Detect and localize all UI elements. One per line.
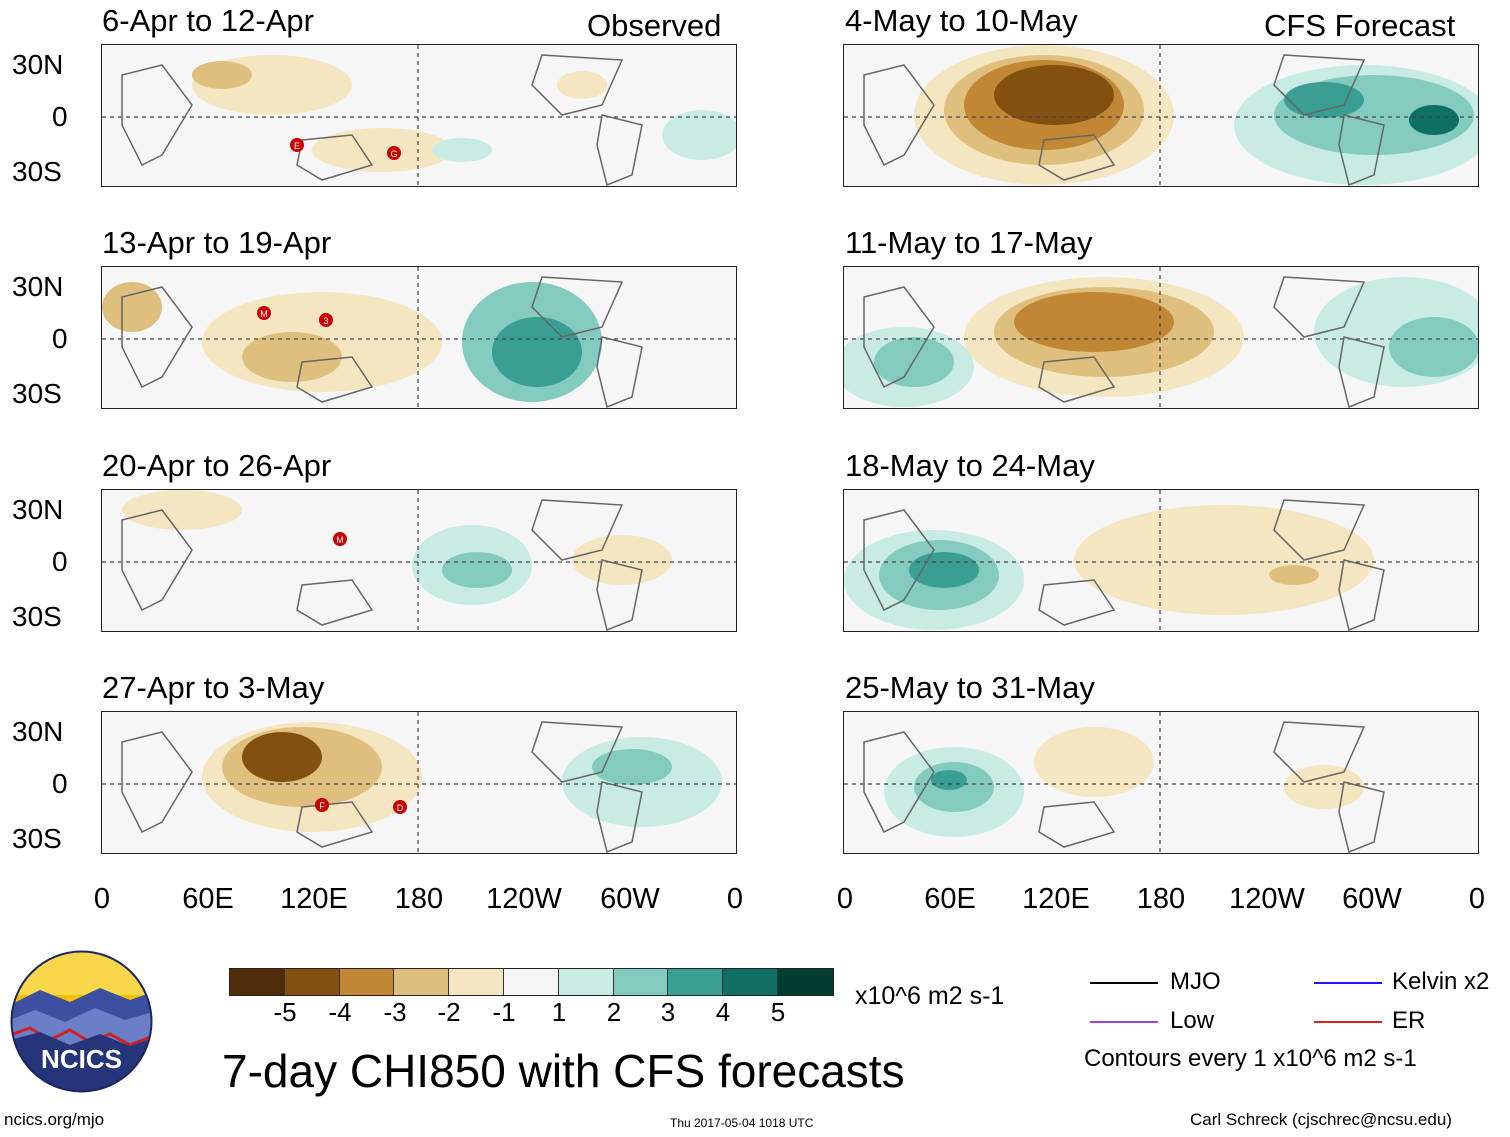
legend-label-kelvin: Kelvin x2	[1392, 968, 1490, 995]
lat-label-30s: 30S	[12, 378, 62, 409]
panel-title-left-4: 27-Apr to 3-May	[102, 670, 325, 705]
storm-marker: F	[319, 801, 325, 811]
storm-marker: E	[294, 141, 300, 151]
logo-text: NCICS	[41, 1044, 122, 1074]
legend-label-mjo: MJO	[1170, 968, 1221, 995]
map-panel-forecast-1	[843, 44, 1479, 187]
lat-label-30s: 30S	[12, 601, 62, 632]
panel-title-left-3: 20-Apr to 26-Apr	[102, 448, 332, 483]
colorbar-tick: -2	[437, 997, 461, 1027]
colorbar-tick: 4	[715, 997, 731, 1027]
colorbar-swatch	[558, 969, 614, 995]
map-panel-observed-3: M	[101, 489, 737, 632]
colorbar-tick: 5	[770, 997, 786, 1027]
colorbar-swatch	[723, 969, 778, 995]
footer-url: ncics.org/mjo	[4, 1110, 105, 1129]
lat-label-30n: 30N	[12, 716, 64, 747]
legend-label-er: ER	[1392, 1007, 1426, 1034]
colorbar-swatch	[449, 969, 504, 995]
footer-timestamp: Thu 2017-05-04 1018 UTC	[670, 1116, 814, 1130]
lat-label-0: 0	[52, 323, 68, 354]
colorbar-tick: -3	[383, 997, 407, 1027]
lon-label: 60W	[1342, 883, 1402, 915]
ncics-logo: NCICS	[10, 950, 153, 1093]
colorbar-tick: 1	[551, 997, 567, 1027]
footer-credit: Carl Schreck (cjschrec@ncsu.edu)	[1190, 1110, 1452, 1129]
lon-label: 120W	[1229, 883, 1305, 915]
lat-label-30n: 30N	[12, 494, 64, 525]
panel-title-right-2: 11-May to 17-May	[845, 225, 1093, 260]
main-title: 7-day CHI850 with CFS forecasts	[222, 1045, 905, 1097]
lon-label: 120W	[486, 883, 562, 915]
colorbar-tick: 2	[606, 997, 622, 1027]
lat-label-30n: 30N	[12, 49, 64, 80]
observed-label: Observed	[587, 8, 722, 43]
lon-label: 0	[836, 883, 854, 915]
colorbar-swatch	[503, 969, 559, 995]
lat-label-30n: 30N	[12, 271, 64, 302]
lon-label: 60E	[182, 883, 234, 915]
colorbar	[229, 968, 834, 996]
panel-title-left-1: 6-Apr to 12-Apr	[102, 3, 314, 38]
forecast-label: CFS Forecast	[1264, 8, 1456, 43]
lon-label: 0	[726, 883, 744, 915]
storm-marker: 3	[323, 316, 328, 326]
legend-line-low	[1090, 1021, 1158, 1023]
panel-title-left-2: 13-Apr to 19-Apr	[102, 225, 332, 260]
colorbar-swatch	[339, 969, 395, 995]
map-panel-observed-1: E G	[101, 44, 737, 187]
colorbar-tick: 3	[660, 997, 676, 1027]
panel-title-right-1: 4-May to 10-May	[845, 3, 1078, 38]
colorbar-swatch	[777, 969, 833, 995]
lat-label-0: 0	[52, 768, 68, 799]
lon-label: 180	[1136, 883, 1186, 915]
colorbar-swatch	[613, 969, 669, 995]
map-panel-forecast-4	[843, 711, 1479, 854]
panel-title-right-3: 18-May to 24-May	[845, 448, 1095, 483]
lon-label: 0	[93, 883, 111, 915]
storm-marker: M	[336, 535, 344, 545]
legend-line-mjo	[1090, 982, 1158, 984]
lon-label: 0	[1468, 883, 1486, 915]
colorbar-units: x10^6 m2 s-1	[855, 982, 1005, 1010]
colorbar-swatch	[284, 969, 340, 995]
map-panel-forecast-2	[843, 266, 1479, 409]
lat-label-30s: 30S	[12, 823, 62, 854]
legend-line-er	[1314, 1021, 1382, 1023]
lat-label-30s: 30S	[12, 156, 62, 187]
map-panel-observed-4: F D	[101, 711, 737, 854]
legend-line-kelvin	[1314, 982, 1382, 984]
lon-label: 120E	[1022, 883, 1090, 915]
contours-note: Contours every 1 x10^6 m2 s-1	[1084, 1045, 1417, 1072]
colorbar-swatch	[668, 969, 724, 995]
map-panel-observed-2: M 3	[101, 266, 737, 409]
panel-title-right-4: 25-May to 31-May	[845, 670, 1095, 705]
colorbar-tick: -5	[273, 997, 297, 1027]
lon-label: 60W	[600, 883, 660, 915]
storm-marker: D	[397, 803, 404, 813]
lon-label: 120E	[280, 883, 348, 915]
lon-label: 180	[394, 883, 444, 915]
storm-marker: G	[390, 149, 397, 159]
lat-label-0: 0	[52, 546, 68, 577]
colorbar-tick: -1	[492, 997, 516, 1027]
colorbar-swatch	[394, 969, 450, 995]
storm-marker: M	[260, 309, 268, 319]
lat-label-0: 0	[52, 101, 68, 132]
map-panel-forecast-3	[843, 489, 1479, 632]
colorbar-tick: -4	[328, 997, 352, 1027]
lon-label: 60E	[924, 883, 976, 915]
legend-label-low: Low	[1170, 1007, 1215, 1034]
colorbar-swatch	[230, 969, 285, 995]
